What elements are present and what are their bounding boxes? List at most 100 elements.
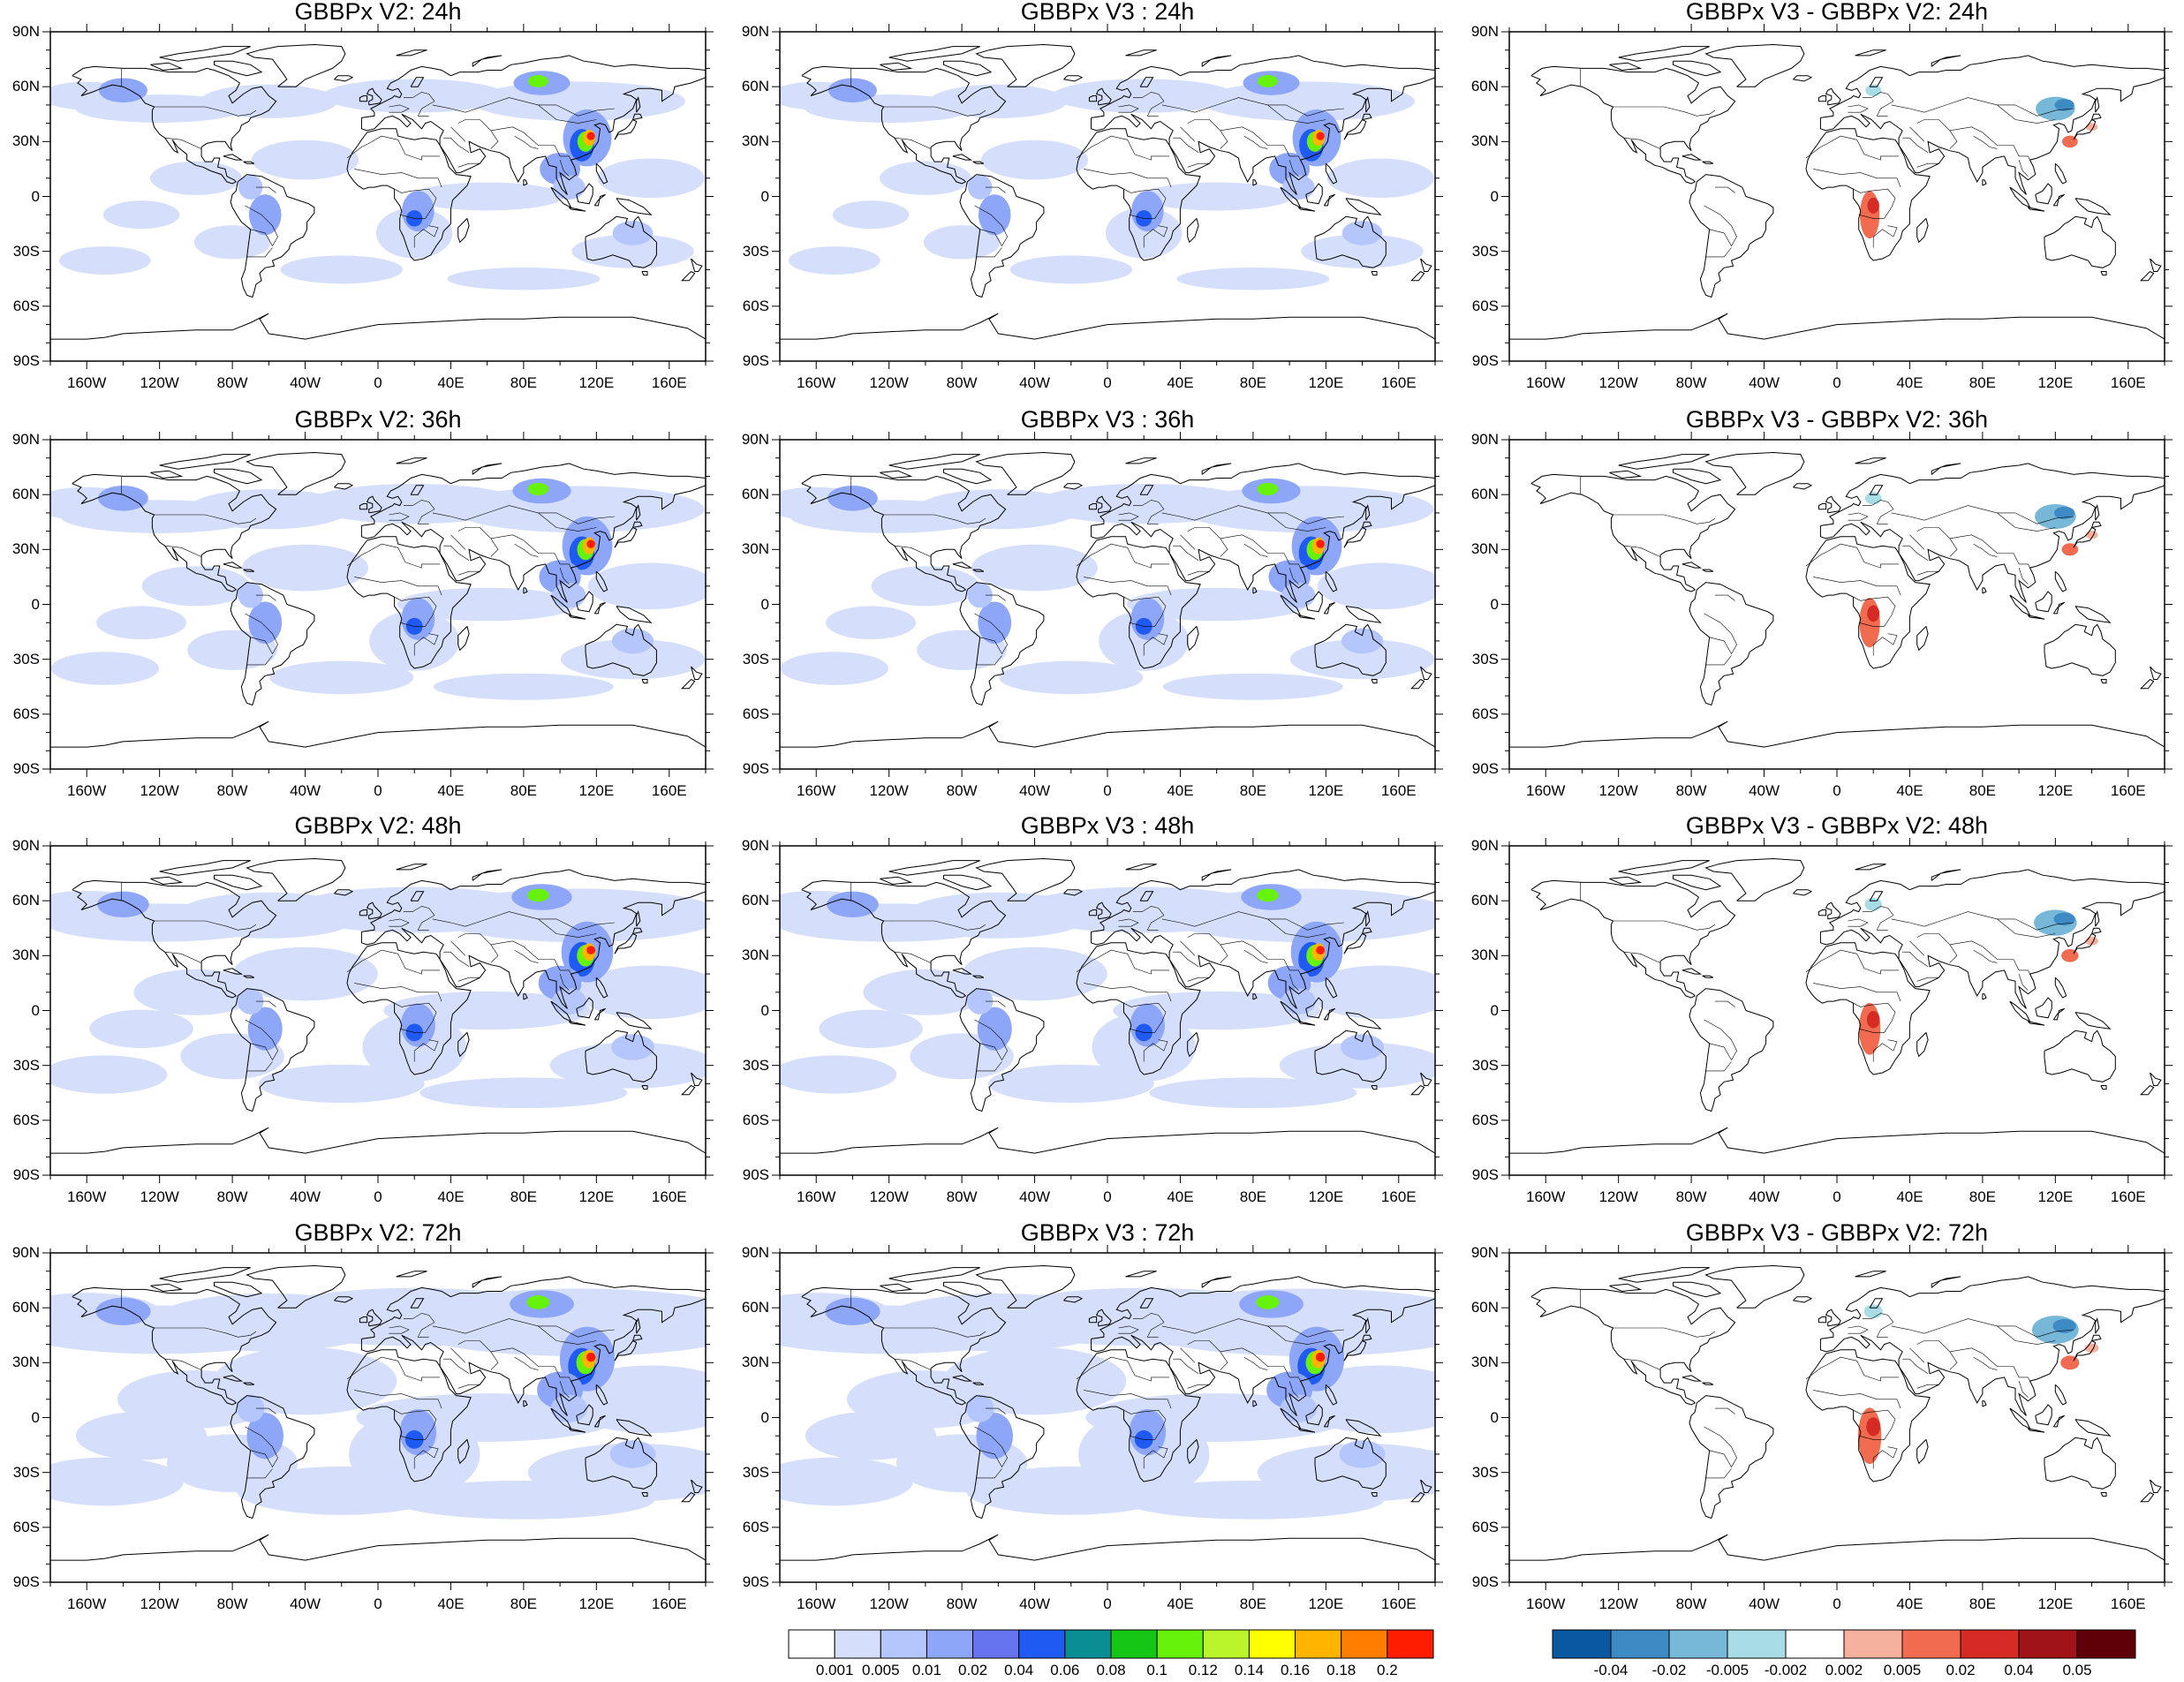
field-hotspot bbox=[553, 175, 586, 200]
lat-label: 90N bbox=[11, 837, 40, 854]
coastline bbox=[1091, 869, 1435, 1009]
map-background bbox=[1509, 846, 2165, 1175]
lon-label: 0 bbox=[1833, 1188, 1841, 1205]
lon-label: 120W bbox=[869, 1188, 909, 1205]
country-border bbox=[1118, 512, 1139, 521]
map-panel-8 bbox=[1501, 838, 2173, 1183]
coastline bbox=[959, 988, 1045, 1113]
coastline bbox=[1509, 720, 2165, 748]
colorbar-swatch bbox=[1295, 1629, 1342, 1659]
lat-label: 90N bbox=[1470, 1244, 1499, 1261]
field-band bbox=[89, 1009, 193, 1048]
coastline bbox=[1673, 874, 1722, 891]
field-band bbox=[863, 969, 988, 1015]
country-border bbox=[1187, 933, 1284, 960]
lat-label: 30S bbox=[742, 242, 769, 260]
coastline bbox=[680, 271, 696, 282]
country-border bbox=[1705, 1061, 1732, 1072]
coastline bbox=[2044, 1030, 2116, 1082]
colorbar-swatch bbox=[1110, 1629, 1158, 1659]
coastline bbox=[2095, 1317, 2100, 1334]
field-band bbox=[1162, 888, 1435, 943]
country-border bbox=[1187, 1384, 1210, 1389]
country-border bbox=[246, 1468, 273, 1479]
coastline bbox=[2139, 271, 2155, 282]
country-border bbox=[1187, 977, 1210, 982]
coastline bbox=[614, 932, 638, 954]
field-band bbox=[1124, 1288, 1435, 1357]
lon-label: 120E bbox=[2037, 782, 2074, 799]
lon-label: 80E bbox=[1969, 374, 1996, 391]
lon-label: 80E bbox=[1239, 1188, 1266, 1205]
field-hotspot bbox=[1281, 582, 1316, 608]
coastline bbox=[1509, 1534, 2165, 1561]
country-border bbox=[1997, 918, 2056, 938]
country-border bbox=[514, 135, 539, 149]
coastline bbox=[595, 1384, 608, 1406]
diff-blob bbox=[1858, 1002, 1881, 1055]
country-border bbox=[974, 205, 1008, 247]
country-border bbox=[164, 137, 202, 149]
colorbar-swatch bbox=[972, 1629, 1020, 1659]
coastline bbox=[2091, 113, 2102, 120]
field-hotspot bbox=[609, 1440, 656, 1468]
coastline bbox=[616, 198, 653, 215]
lon-label: 40E bbox=[1896, 1188, 1923, 1205]
country-border bbox=[1916, 933, 2014, 960]
country-border bbox=[514, 949, 539, 963]
coastline bbox=[159, 46, 251, 62]
map-field bbox=[50, 846, 706, 1175]
coastline bbox=[1702, 975, 1714, 978]
field-hotspot bbox=[978, 194, 1011, 236]
coastline bbox=[691, 666, 703, 680]
coastline bbox=[1345, 1419, 1382, 1437]
coastline bbox=[159, 860, 251, 876]
coastline bbox=[1063, 75, 1084, 82]
coastline bbox=[1362, 113, 1372, 120]
coastline bbox=[410, 891, 425, 901]
country-border bbox=[1243, 949, 1268, 963]
coastline bbox=[616, 1419, 653, 1437]
coastline bbox=[150, 876, 184, 886]
country-border bbox=[1997, 512, 2056, 532]
country-border bbox=[2013, 553, 2034, 576]
country-border bbox=[1076, 543, 1170, 569]
coastline bbox=[1855, 864, 1886, 871]
coastline bbox=[2052, 601, 2065, 615]
coastline bbox=[1095, 1309, 1112, 1327]
coastline bbox=[1805, 128, 1931, 261]
coastline bbox=[1916, 626, 1929, 652]
coastline bbox=[888, 46, 980, 62]
field-hotspot bbox=[238, 582, 263, 608]
diff-blob bbox=[1863, 1304, 1883, 1319]
coastline bbox=[1371, 271, 1378, 276]
coastline bbox=[360, 1276, 706, 1416]
field-band bbox=[1257, 1443, 1435, 1502]
coastline bbox=[1139, 485, 1154, 495]
coastline bbox=[1869, 77, 1884, 87]
field-band bbox=[971, 544, 1098, 592]
lat-label: 90S bbox=[742, 1166, 769, 1183]
country-border bbox=[554, 145, 575, 168]
country-border bbox=[1132, 92, 1165, 117]
coastline bbox=[1819, 1276, 2165, 1416]
coastline bbox=[1088, 909, 1098, 916]
coastline bbox=[632, 927, 643, 934]
country-border bbox=[1862, 92, 1894, 117]
lat-label: 60N bbox=[1470, 486, 1499, 503]
lon-label: 160W bbox=[67, 782, 107, 799]
coastline bbox=[1609, 1283, 1643, 1293]
diff-blob bbox=[2054, 99, 2074, 111]
country-border bbox=[1288, 1381, 1299, 1398]
lat-label: 0 bbox=[1490, 187, 1499, 205]
field-hotspot bbox=[586, 946, 596, 955]
colorbar-tick-label: 0.02 bbox=[1946, 1662, 1976, 1678]
lat-label: 0 bbox=[1490, 1001, 1499, 1019]
panel-title: GBBPx V3 - GBBPx V2: 24h bbox=[1685, 0, 1989, 25]
lat-label: 90S bbox=[1471, 1166, 1499, 1183]
coastline bbox=[1125, 457, 1157, 464]
lon-label: 80W bbox=[1675, 1188, 1707, 1205]
colorbar-tick-label: 0.16 bbox=[1281, 1662, 1311, 1678]
colorbar-swatch bbox=[1387, 1629, 1434, 1659]
country-border bbox=[1267, 918, 1326, 938]
